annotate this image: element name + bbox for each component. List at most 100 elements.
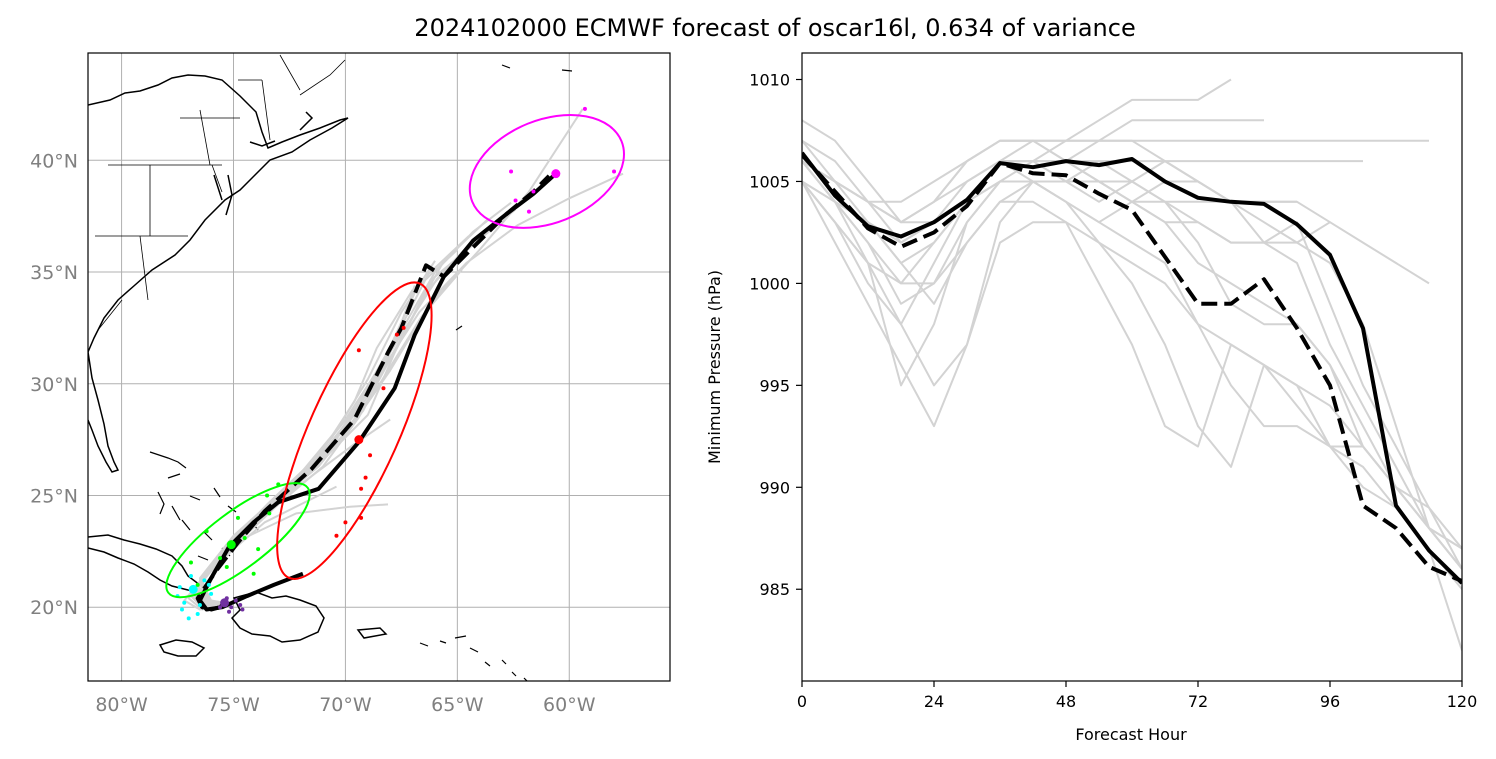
map-lat-tick-label: 20°N [30, 597, 78, 619]
pressure-y-tick-label: 990 [759, 478, 790, 497]
map-position-marker [177, 585, 182, 590]
map-ensemble-track [192, 172, 624, 606]
puerto-rico-coastline [356, 627, 388, 639]
map-position-marker [343, 520, 348, 525]
map-position-marker [229, 605, 234, 610]
map-position-marker [531, 189, 536, 194]
map-lon-tick-label: 65°W [431, 694, 484, 716]
map-position-marker [551, 169, 561, 179]
pressure-ensemble-line [802, 140, 1462, 550]
us-east-coastline [88, 74, 349, 353]
cape-cod [299, 111, 314, 131]
map-position-marker [224, 565, 229, 570]
pressure-x-tick-label: 96 [1320, 692, 1340, 711]
pressure-ensemble-line [802, 160, 1430, 285]
map-position-marker [182, 600, 187, 605]
pressure-ensemble-line [802, 160, 1462, 550]
pressure-ensemble-line [802, 160, 1462, 570]
map-position-marker [188, 573, 193, 578]
map-position-marker [186, 616, 191, 621]
map-position-marker [238, 603, 243, 608]
pressure-ensemble-line [802, 180, 1462, 590]
map-coastlines [88, 54, 573, 681]
map-position-marker [188, 584, 198, 594]
map-position-marker [226, 540, 236, 550]
map-position-marker [356, 348, 361, 353]
map-position-markers [175, 106, 617, 621]
chesapeake [213, 174, 233, 216]
map-position-marker [202, 578, 207, 583]
jamaica-coastline [158, 639, 206, 657]
map-position-marker [256, 547, 261, 552]
pressure-ensemble-line [802, 180, 1462, 570]
map-uncertainty-ellipse [468, 114, 625, 229]
pressure-panel: 0 24 48 72 96 120 985 990 995 1000 1005 1010 Foreca… [705, 52, 1478, 744]
pressure-frame [801, 52, 1463, 682]
pressure-main-lines [802, 151, 1462, 585]
map-position-marker [509, 169, 514, 174]
map-main-tracks [195, 172, 558, 612]
map-position-marker [209, 591, 214, 596]
pressure-ensemble-line [802, 160, 1462, 550]
map-lon-tick-label: 70°W [319, 694, 372, 716]
map-position-marker [354, 435, 364, 445]
map-tick-labels: 80°W 75°W 70°W 65°W 60°W 20°N 25°N 30°N 35°N 40°N [30, 150, 596, 716]
pressure-ensemble-line [802, 160, 1462, 651]
us-state-borders [95, 54, 346, 331]
map-position-marker [265, 493, 270, 498]
map-position-marker [233, 598, 238, 603]
map-lon-tick-label: 80°W [95, 694, 148, 716]
pressure-y-tick-label: 995 [759, 376, 790, 395]
pressure-y-tick-label: 1000 [749, 274, 790, 293]
pressure-y-tick-label: 985 [759, 580, 790, 599]
pressure-x-tick-label: 120 [1447, 692, 1478, 711]
pressure-x-tick-label: 24 [924, 692, 944, 711]
map-position-marker [197, 603, 202, 608]
map-position-marker [251, 571, 256, 576]
long-island [249, 140, 276, 147]
map-position-marker [363, 475, 368, 480]
pressure-x-axis-label: Forecast Hour [1075, 725, 1187, 744]
pressure-mean-line [802, 151, 1462, 585]
map-content [88, 53, 670, 681]
pressure-y-axis-label: Minimum Pressure (hPa) [705, 270, 724, 464]
map-position-marker [180, 607, 185, 612]
pressure-y-tick-label: 1010 [749, 71, 790, 90]
map-position-marker [334, 533, 339, 538]
map-frame [87, 52, 671, 682]
map-lat-tick-label: 25°N [30, 486, 78, 508]
hispaniola-coastline [230, 591, 325, 643]
map-position-marker [224, 596, 229, 601]
map-gridlines [88, 53, 670, 681]
pressure-x-tick-label: 72 [1188, 692, 1208, 711]
map-position-marker [240, 607, 245, 612]
map-position-marker [188, 560, 193, 565]
map-panel: 80°W 75°W 70°W 65°W 60°W 20°N 25°N 30°N 35°N 40°N [30, 52, 671, 716]
pressure-x-tick-label: 0 [797, 692, 807, 711]
cuba-coastline [88, 534, 206, 593]
pressure-x-tick-label: 48 [1056, 692, 1076, 711]
map-ensemble-track [196, 285, 416, 606]
map-position-marker [381, 386, 386, 391]
map-position-marker [218, 605, 223, 610]
map-position-marker [368, 453, 373, 458]
map-deterministic-track [195, 174, 551, 612]
map-position-marker [220, 598, 230, 608]
map-uncertainty-ellipse [276, 281, 433, 580]
map-lat-tick-label: 30°N [30, 374, 78, 396]
map-position-marker [242, 535, 247, 540]
pressure-ensemble-line [802, 180, 1462, 570]
map-position-marker [582, 106, 587, 111]
map-lat-tick-label: 40°N [30, 150, 78, 172]
map-uncertainty-ellipse [165, 482, 311, 599]
map-position-marker [359, 486, 364, 491]
florida-coastline [88, 351, 120, 473]
map-position-marker [513, 198, 518, 203]
map-position-marker [612, 169, 617, 174]
map-position-marker [401, 325, 406, 330]
map-lon-tick-label: 60°W [543, 694, 596, 716]
pressure-deterministic-line [802, 153, 1462, 583]
map-position-marker [526, 209, 531, 214]
